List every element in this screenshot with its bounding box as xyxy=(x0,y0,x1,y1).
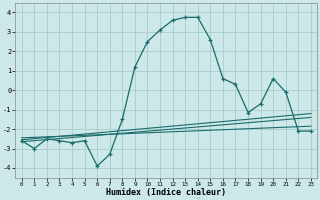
X-axis label: Humidex (Indice chaleur): Humidex (Indice chaleur) xyxy=(106,188,226,197)
